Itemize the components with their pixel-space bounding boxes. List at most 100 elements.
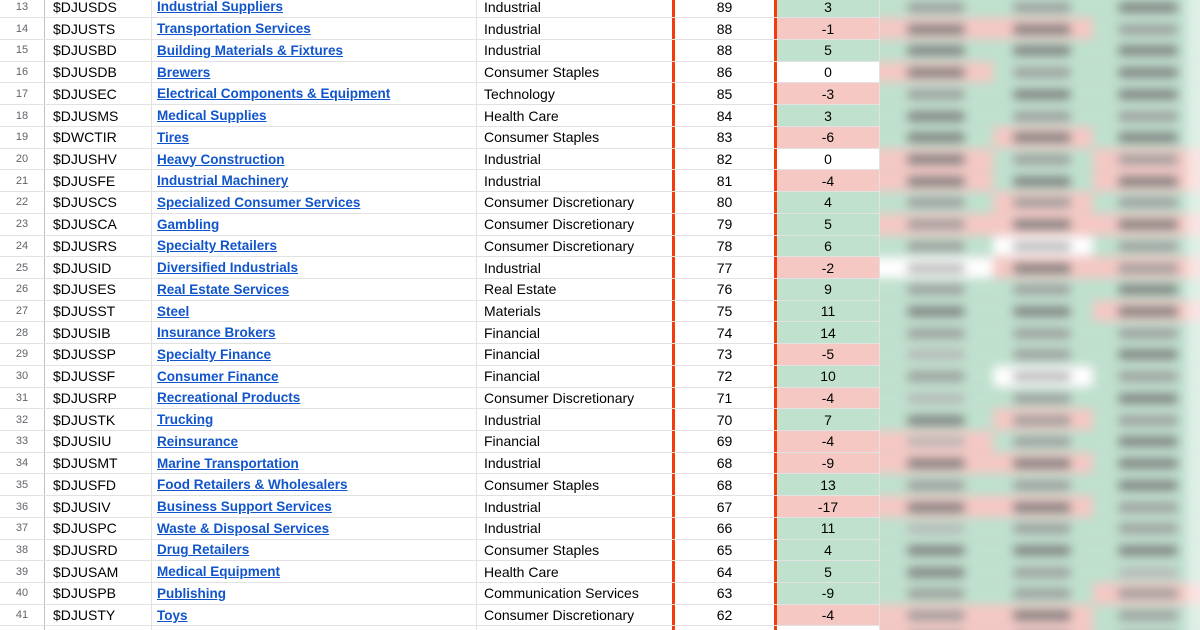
row-number[interactable]: 16	[0, 61, 45, 83]
row-number[interactable]: 20	[0, 148, 45, 170]
industry-link[interactable]: Industrial Machinery	[157, 173, 289, 189]
sector-cell[interactable]: Financial	[484, 433, 541, 450]
score-cell[interactable]: 66	[672, 517, 777, 539]
sector-cell[interactable]: Industrial	[484, 0, 541, 15]
score-cell[interactable]: 63	[672, 583, 777, 604]
sector-cell[interactable]: Consumer Discretionary	[484, 607, 635, 624]
ticker-cell[interactable]: $DJUSHV	[45, 148, 152, 170]
sector-cell[interactable]: Consumer Discretionary	[484, 216, 635, 233]
sector-cell[interactable]: Consumer Staples	[484, 129, 600, 146]
industry-link[interactable]: Recreational Products	[157, 390, 301, 406]
row-number[interactable]: 38	[0, 539, 45, 561]
industry-link[interactable]: Transportation Services	[157, 21, 311, 37]
industry-cell[interactable]: Waste & Disposal Services	[152, 517, 477, 539]
industry-cell[interactable]: Reinsurance	[152, 430, 477, 452]
row-number[interactable]: 14	[0, 18, 45, 40]
ticker-cell[interactable]: $DJUSTK	[45, 409, 152, 430]
score-cell[interactable]: 70	[672, 409, 777, 430]
score-cell[interactable]: 84	[672, 105, 777, 126]
score-cell[interactable]: 88	[672, 40, 777, 61]
industry-link[interactable]: Specialty Finance	[157, 346, 272, 362]
industry-cell[interactable]: Industrial Suppliers	[152, 0, 477, 18]
row-number[interactable]: 32	[0, 409, 45, 430]
industry-cell[interactable]: Consumer Finance	[152, 365, 477, 387]
row-number[interactable]: 39	[0, 561, 45, 583]
score-cell[interactable]: 75	[672, 300, 777, 322]
row-number[interactable]: 17	[0, 83, 45, 105]
sector-cell[interactable]: Consumer Discretionary	[484, 389, 635, 406]
ticker-cell[interactable]: $DJUSSF	[45, 365, 152, 387]
score-cell[interactable]: 65	[672, 539, 777, 561]
change-cell[interactable]: 10	[777, 365, 880, 387]
ticker-cell[interactable]: $DJUSFD	[45, 474, 152, 496]
industry-cell[interactable]: Publishing	[152, 583, 477, 604]
change-cell[interactable]	[777, 626, 880, 630]
sector-cell[interactable]: Industrial	[484, 455, 541, 472]
sector-cell[interactable]: Financial	[484, 368, 541, 385]
ticker-cell[interactable]: $DWCTIR	[45, 126, 152, 148]
score-cell[interactable]: 64	[672, 561, 777, 583]
ticker-cell[interactable]: $DJUSSP	[45, 344, 152, 365]
score-cell[interactable]: 77	[672, 257, 777, 278]
sector-cell[interactable]: Industrial	[484, 20, 541, 37]
ticker-cell[interactable]: $DJUSIB	[45, 322, 152, 344]
ticker-cell[interactable]: $DJUSTY	[45, 604, 152, 626]
row-number[interactable]: 35	[0, 474, 45, 496]
row-number[interactable]: 19	[0, 126, 45, 148]
row-number[interactable]: 28	[0, 322, 45, 344]
sector-cell[interactable]: Industrial	[484, 259, 541, 276]
industry-cell[interactable]: Recreational Products	[152, 387, 477, 409]
sector-cell[interactable]: Consumer Staples	[484, 64, 600, 81]
score-cell[interactable]: 82	[672, 148, 777, 170]
industry-cell[interactable]: Marine Transportation	[152, 452, 477, 474]
industry-cell[interactable]: Tires	[152, 126, 477, 148]
change-cell[interactable]: 9	[777, 278, 880, 300]
ticker-cell[interactable]	[45, 626, 152, 630]
industry-cell[interactable]: Brewers	[152, 61, 477, 83]
row-number[interactable]: 40	[0, 583, 45, 604]
row-number[interactable]: 41	[0, 604, 45, 626]
ticker-cell[interactable]: $DJUSDB	[45, 61, 152, 83]
sector-cell[interactable]: Consumer Discretionary	[484, 194, 635, 211]
industry-cell[interactable]: Gambling	[152, 213, 477, 235]
industry-link[interactable]: Tires	[157, 129, 190, 145]
score-cell[interactable]: 88	[672, 18, 777, 40]
change-cell[interactable]: 4	[777, 539, 880, 561]
industry-link[interactable]: Specialized Consumer Services	[157, 194, 361, 210]
change-cell[interactable]: -6	[777, 126, 880, 148]
row-number[interactable]: 27	[0, 300, 45, 322]
sector-cell[interactable]: Industrial	[484, 520, 541, 537]
change-cell[interactable]: -4	[777, 430, 880, 452]
change-cell[interactable]: -17	[777, 496, 880, 517]
change-cell[interactable]: 5	[777, 213, 880, 235]
industry-link[interactable]: Medical Supplies	[157, 108, 267, 124]
industry-cell[interactable]: Specialized Consumer Services	[152, 192, 477, 213]
change-cell[interactable]: -2	[777, 257, 880, 278]
row-number[interactable]: 15	[0, 40, 45, 61]
ticker-cell[interactable]: $DJUSIV	[45, 496, 152, 517]
redacted-cell[interactable]	[880, 626, 993, 630]
change-cell[interactable]: -9	[777, 583, 880, 604]
row-number[interactable]: 29	[0, 344, 45, 365]
ticker-cell[interactable]: $DJUSTS	[45, 18, 152, 40]
industry-cell[interactable]: Real Estate Services	[152, 278, 477, 300]
ticker-cell[interactable]: $DJUSFE	[45, 170, 152, 192]
change-cell[interactable]: 5	[777, 40, 880, 61]
industry-link[interactable]: Reinsurance	[157, 433, 239, 449]
change-cell[interactable]: 13	[777, 474, 880, 496]
change-cell[interactable]: 14	[777, 322, 880, 344]
row-number[interactable]	[0, 626, 45, 630]
score-cell[interactable]: 79	[672, 213, 777, 235]
industry-cell[interactable]: Industrial Machinery	[152, 170, 477, 192]
change-cell[interactable]: -5	[777, 344, 880, 365]
ticker-cell[interactable]: $DJUSPB	[45, 583, 152, 604]
row-number[interactable]: 31	[0, 387, 45, 409]
industry-link[interactable]: Drug Retailers	[157, 542, 250, 558]
row-number[interactable]: 21	[0, 170, 45, 192]
sector-cell[interactable]: Industrial	[484, 151, 541, 167]
row-number[interactable]: 25	[0, 257, 45, 278]
change-cell[interactable]: 11	[777, 517, 880, 539]
industry-link[interactable]: Brewers	[157, 64, 211, 80]
row-number[interactable]: 13	[0, 0, 45, 18]
score-cell[interactable]: 86	[672, 61, 777, 83]
